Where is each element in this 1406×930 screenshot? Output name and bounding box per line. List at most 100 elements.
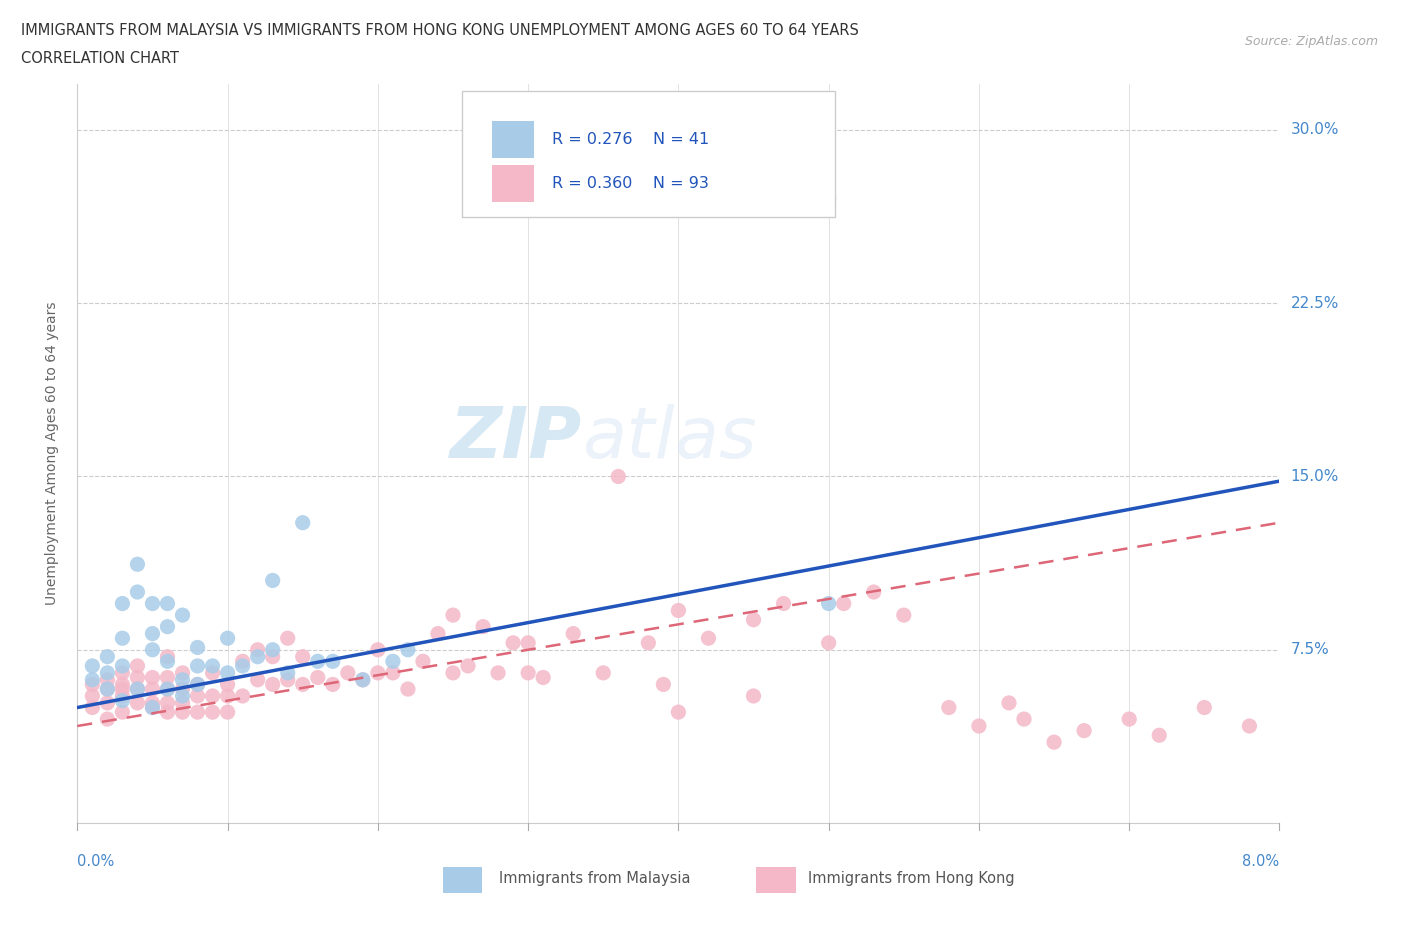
Point (156, 670, 179, 684)
Point (217, 688, 239, 703)
Point (172, 666, 194, 681)
Point (217, 631, 239, 645)
Point (277, 672, 299, 687)
Point (262, 573, 284, 588)
Point (82, 700, 104, 715)
Text: IMMIGRANTS FROM MALAYSIA VS IMMIGRANTS FROM HONG KONG UNEMPLOYMENT AMONG AGES 60: IMMIGRANTS FROM MALAYSIA VS IMMIGRANTS F… (21, 23, 859, 38)
Point (893, 607, 915, 622)
Point (367, 666, 389, 681)
Point (307, 654, 329, 669)
Point (186, 658, 209, 673)
Point (127, 682, 149, 697)
Y-axis label: Unemployment Among Ages 60 to 64 years: Unemployment Among Ages 60 to 64 years (45, 301, 59, 605)
Point (742, 688, 765, 703)
Point (486, 666, 509, 681)
Point (217, 705, 239, 720)
Point (127, 682, 149, 697)
Point (938, 700, 960, 715)
Point (441, 666, 464, 681)
Point (186, 688, 209, 703)
Point (96, 672, 118, 687)
Text: ZIP: ZIP (450, 405, 582, 473)
Point (111, 682, 134, 697)
Point (82, 672, 104, 687)
Point (817, 596, 839, 611)
Point (352, 672, 374, 687)
Point (172, 607, 194, 622)
Point (172, 705, 194, 720)
Point (668, 705, 690, 720)
Point (531, 670, 554, 684)
Point (862, 585, 884, 600)
Point (96, 649, 118, 664)
Point (156, 696, 179, 711)
Point (186, 677, 209, 692)
Point (336, 666, 359, 681)
Point (111, 596, 134, 611)
Point (186, 705, 209, 720)
Point (141, 670, 163, 684)
Point (246, 643, 269, 658)
Point (186, 640, 209, 655)
Point (652, 677, 675, 692)
Point (111, 631, 134, 645)
Point (111, 688, 134, 703)
Point (697, 631, 720, 645)
Text: 22.5%: 22.5% (1291, 296, 1339, 311)
Text: atlas: atlas (582, 405, 756, 473)
Point (322, 654, 344, 669)
Point (217, 666, 239, 681)
Point (381, 654, 404, 669)
Point (262, 649, 284, 664)
Point (82, 688, 104, 703)
Point (201, 688, 224, 703)
Point (517, 635, 540, 650)
Point (967, 719, 990, 734)
Point (141, 700, 163, 715)
Point (141, 682, 163, 697)
Point (141, 643, 163, 658)
Point (186, 677, 209, 692)
Point (111, 666, 134, 681)
Text: 15.0%: 15.0% (1291, 469, 1339, 484)
Point (352, 672, 374, 687)
Point (291, 649, 314, 664)
Point (217, 677, 239, 692)
Point (172, 696, 194, 711)
Point (141, 626, 163, 641)
Point (1239, 719, 1261, 734)
FancyBboxPatch shape (463, 91, 835, 217)
Point (562, 626, 585, 641)
Text: 7.5%: 7.5% (1291, 643, 1329, 658)
Point (592, 666, 614, 681)
Point (367, 643, 389, 658)
Point (1043, 735, 1066, 750)
Text: CORRELATION CHART: CORRELATION CHART (21, 51, 179, 66)
Point (127, 696, 149, 711)
Point (127, 557, 149, 572)
Point (291, 677, 314, 692)
Point (201, 705, 224, 720)
Point (1149, 728, 1171, 743)
Point (396, 643, 419, 658)
Point (232, 654, 254, 669)
Text: Source: ZipAtlas.com: Source: ZipAtlas.com (1244, 35, 1378, 48)
Text: 30.0%: 30.0% (1291, 123, 1339, 138)
Point (307, 670, 329, 684)
Point (291, 515, 314, 530)
Point (96, 682, 118, 697)
Point (127, 585, 149, 600)
Text: R = 0.360    N = 93: R = 0.360 N = 93 (553, 176, 709, 191)
Point (472, 619, 495, 634)
Point (637, 635, 659, 650)
Point (96, 666, 118, 681)
Point (1118, 711, 1140, 726)
Point (156, 682, 179, 697)
Text: Immigrants from Hong Kong: Immigrants from Hong Kong (808, 871, 1015, 886)
Point (111, 693, 134, 708)
Point (277, 631, 299, 645)
Text: 0.0%: 0.0% (77, 854, 114, 869)
Point (232, 688, 254, 703)
Point (668, 603, 690, 618)
FancyBboxPatch shape (492, 165, 534, 202)
